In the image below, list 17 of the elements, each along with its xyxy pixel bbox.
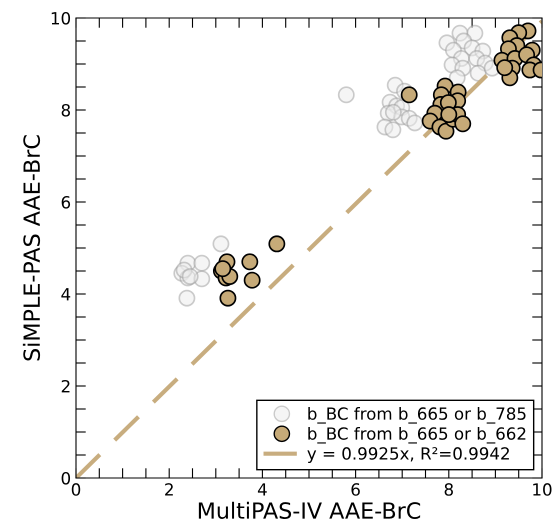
y-tick-label: 4 [61, 288, 70, 300]
x-tick-label: 6 [351, 483, 360, 496]
y-tick-label: 10 [52, 12, 70, 25]
x-tick-label: 10 [533, 483, 552, 496]
y-axis-title: SiMPLE-PAS AAE-BrC [22, 135, 40, 360]
legend-label: b_BC from b_665 or b_662 [308, 426, 526, 444]
x-tick-label: 2 [165, 483, 173, 496]
x-tick-label: 4 [258, 483, 267, 496]
y-tick-label: 8 [62, 104, 70, 117]
x-tick-label: 0 [72, 483, 80, 496]
y-tick-label: 6 [62, 196, 70, 209]
y-tick-label: 0 [62, 472, 70, 485]
legend-label: b_BC from b_665 or b_785 [308, 407, 526, 424]
y-tick-label: 2 [62, 380, 70, 392]
legend-label: y = 0.9925x, R²=0.9942 [307, 447, 509, 463]
x-tick-label: 8 [444, 483, 453, 496]
x-axis-title: MultiPAS-IV AAE-BrC [198, 502, 420, 519]
